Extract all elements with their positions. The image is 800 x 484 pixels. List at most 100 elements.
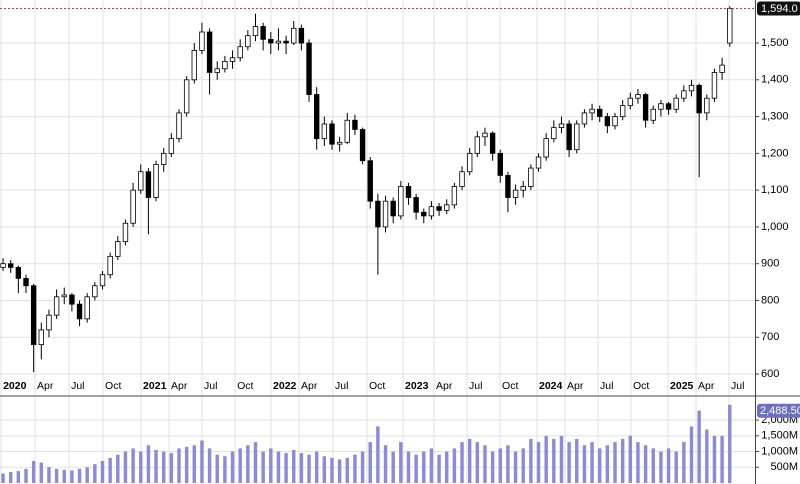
x-tick-label: Jul: [731, 380, 744, 392]
candle-body: [145, 171, 152, 198]
candle-body: [237, 46, 243, 59]
x-tick-label: 2025: [670, 380, 694, 392]
candle-body: [61, 294, 67, 298]
x-tick-label: 2020: [3, 380, 27, 392]
volume-bar: [24, 468, 28, 483]
candle-body: [681, 90, 687, 99]
x-tick-label: Oct: [369, 380, 385, 392]
volume-bar: [659, 451, 663, 483]
volume-bar: [238, 448, 242, 483]
volume-bar: [161, 451, 166, 483]
candle-body: [597, 108, 603, 117]
candle-body: [30, 285, 37, 346]
volume-bar: [184, 446, 189, 483]
candle-body: [390, 200, 396, 217]
candle-body: [206, 31, 213, 73]
candle-body: [329, 123, 335, 145]
volume-bar: [1, 473, 5, 483]
candle-body: [497, 152, 503, 176]
y-tick-label: 600: [761, 368, 779, 380]
x-tick-label: Jul: [469, 380, 482, 392]
volume-bar: [429, 448, 434, 483]
volume-bar: [605, 445, 610, 483]
candle-body: [727, 8, 733, 44]
volume-bar: [116, 454, 120, 483]
candle-body: [673, 97, 679, 110]
candle-body: [474, 136, 481, 154]
volume-bar: [314, 451, 319, 483]
volume-bar: [559, 435, 564, 483]
x-tick-label: Apr: [171, 380, 188, 392]
candle-body: [38, 329, 45, 346]
candle-body: [489, 132, 496, 154]
y-tick-label: 1,400: [761, 74, 789, 86]
volume-bar: [490, 451, 495, 483]
candle-body: [153, 163, 159, 198]
candle-body: [382, 200, 389, 228]
volume-bar: [246, 445, 250, 483]
volume-bar: [253, 442, 258, 483]
volume-bar: [536, 442, 541, 483]
volume-bar: [31, 460, 36, 483]
x-tick-label: Oct: [502, 380, 518, 392]
candle-body: [711, 72, 718, 99]
candle-body: [375, 200, 381, 228]
volume-bar: [192, 445, 197, 483]
volume-bar: [498, 448, 502, 483]
volume-bar: [414, 454, 418, 483]
candle-body: [581, 112, 588, 125]
candle-body: [619, 105, 626, 117]
volume-bar: [513, 451, 518, 483]
candle-body: [642, 94, 649, 121]
volume-bar: [452, 448, 457, 483]
candle-body: [436, 206, 442, 211]
candle-body: [107, 255, 113, 276]
volume-bar: [613, 442, 617, 483]
candle-body: [298, 27, 305, 44]
candle-body: [76, 303, 83, 320]
volume-bar: [697, 410, 701, 483]
candle-body: [444, 204, 450, 211]
candle-body: [688, 84, 695, 92]
candle-body: [428, 206, 435, 217]
x-tick-label: Oct: [237, 380, 253, 392]
x-tick-label: Apr: [436, 380, 453, 392]
candle-body: [161, 152, 167, 165]
volume-bar: [445, 451, 449, 483]
volume-bar: [93, 464, 97, 483]
volume-bar: [223, 456, 227, 483]
volume-bar: [712, 435, 717, 483]
candle-body: [122, 222, 129, 243]
volume-bar: [307, 454, 311, 483]
x-tick-label: 2021: [143, 380, 167, 392]
y-tick-label: 1,000: [761, 221, 789, 233]
volume-bar: [552, 438, 556, 483]
candle-body: [252, 26, 259, 37]
candle-body: [92, 285, 98, 298]
volume-bar: [636, 442, 640, 483]
volume-bar: [169, 453, 174, 483]
candle-body: [229, 57, 236, 62]
candle-body: [214, 68, 220, 73]
volume-bar: [728, 404, 732, 483]
candle-body: [612, 116, 618, 127]
volume-bar: [139, 451, 143, 483]
candle-body: [291, 27, 297, 44]
volume-bar: [620, 438, 625, 483]
candle-body: [115, 241, 121, 257]
volume-bar: [100, 460, 105, 483]
candle-body: [451, 186, 458, 206]
candle-body: [138, 171, 144, 191]
candle-body: [245, 35, 251, 48]
volume-bar: [330, 457, 334, 483]
last-price-box: [757, 1, 800, 16]
candle-body: [535, 156, 542, 169]
candle-body: [191, 49, 197, 81]
volume-bar: [123, 451, 128, 483]
candle-body: [15, 266, 22, 279]
volume-bar: [207, 448, 212, 483]
candle-body: [604, 116, 611, 127]
candle-body: [405, 186, 412, 198]
candle-body: [130, 189, 136, 224]
candle-body: [283, 40, 289, 44]
